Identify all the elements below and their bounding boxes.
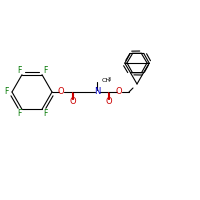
Text: CH: CH bbox=[102, 78, 111, 84]
Text: F: F bbox=[4, 88, 8, 97]
Text: 3: 3 bbox=[108, 77, 111, 82]
Text: O: O bbox=[58, 88, 64, 97]
Text: O: O bbox=[116, 88, 122, 97]
Text: F: F bbox=[43, 109, 47, 118]
Text: O: O bbox=[106, 98, 112, 106]
Text: F: F bbox=[43, 66, 47, 75]
Text: F: F bbox=[17, 109, 21, 118]
Text: N: N bbox=[94, 88, 100, 97]
Text: F: F bbox=[17, 66, 21, 75]
Text: O: O bbox=[70, 98, 76, 106]
